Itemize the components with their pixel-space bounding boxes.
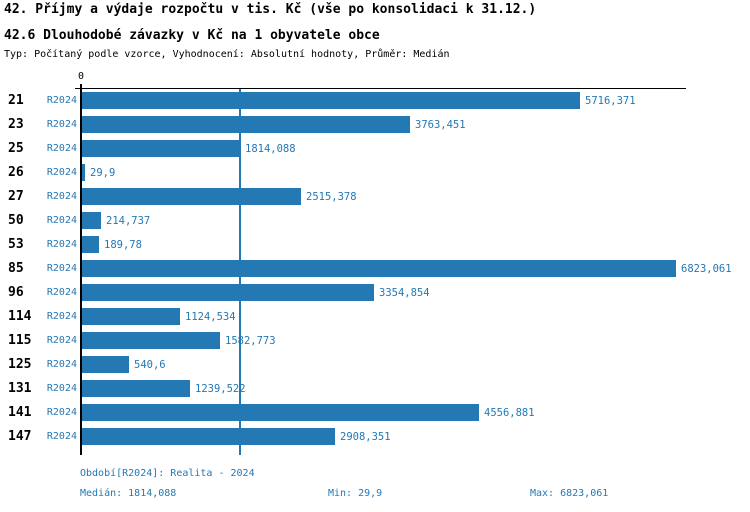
value-label: 3763,451: [415, 118, 466, 131]
value-label: 1239,522: [195, 383, 246, 396]
value-label: 2515,378: [306, 190, 357, 203]
category-label: 114: [8, 308, 32, 324]
value-label: 3354,854: [379, 286, 430, 299]
value-label: 540,6: [134, 359, 166, 372]
period-label: R2024: [46, 190, 77, 202]
bar-row: 141 R2024 4556,881: [0, 404, 750, 422]
category-label: 85: [8, 260, 24, 276]
value-label: 1582,773: [225, 335, 276, 347]
value-label: 29,9: [90, 166, 116, 179]
bar: [82, 307, 180, 325]
bar-row: 26 R2024 29,9: [0, 163, 750, 181]
value-label: 189,78: [104, 238, 142, 251]
bar: [82, 115, 410, 133]
bar-row: 131 R2024 1239,522: [0, 380, 750, 398]
bar-row: 125 R2024 540,6: [0, 356, 750, 374]
period-label: R2024: [46, 359, 77, 371]
category-label: 23: [8, 116, 24, 132]
bar-row: 147 R2024 2908,351: [0, 428, 750, 446]
y-axis-line: [80, 84, 82, 455]
value-label: 4556,881: [484, 407, 535, 420]
bar-row: 115 R2024 1582,773: [0, 332, 750, 349]
period-label: R2024: [46, 383, 77, 395]
bar: [82, 259, 676, 277]
bar: [82, 235, 99, 253]
category-label: 147: [8, 429, 32, 445]
footer-min-value: Min: 29,9: [328, 488, 383, 499]
plot-top-border-line: [75, 88, 686, 89]
footer-median-value: Medián: 1814,088: [80, 488, 177, 499]
category-label: 21: [8, 92, 24, 108]
period-label: R2024: [46, 166, 77, 178]
bar-row: 96 R2024 3354,854: [0, 283, 750, 301]
value-label: 1814,088: [245, 142, 296, 155]
category-label: 125: [8, 357, 32, 373]
bar: [82, 332, 220, 349]
bar-row: 27 R2024 2515,378: [0, 187, 750, 205]
bar: [82, 187, 301, 205]
period-label: R2024: [46, 431, 77, 443]
bar: [82, 163, 85, 181]
category-label: 53: [8, 236, 24, 252]
bar-row: 21 R2024 5716,371: [0, 91, 750, 109]
category-label: 141: [8, 405, 32, 421]
bar-row: 50 R2024 214,737: [0, 211, 750, 229]
period-label: R2024: [46, 142, 77, 154]
period-label: R2024: [46, 407, 77, 419]
bar: [82, 139, 240, 157]
chart-title-line2: 42.6 Dlouhodobé závazky v Kč na 1 obyvat…: [4, 28, 380, 43]
bar: [82, 404, 479, 422]
category-label: 25: [8, 140, 24, 156]
category-label: 50: [8, 212, 24, 228]
bar-row: 85 R2024 6823,061: [0, 259, 750, 277]
value-label: 5716,371: [585, 94, 636, 107]
period-label: R2024: [46, 238, 77, 250]
footer-period-info: Období[R2024]: Realita - 2024: [80, 468, 255, 479]
period-label: R2024: [46, 118, 77, 130]
bar: [82, 283, 374, 301]
chart-title-line1: 42. Příjmy a výdaje rozpočtu v tis. Kč (…: [4, 2, 537, 17]
period-label: R2024: [46, 94, 77, 106]
period-label: R2024: [46, 310, 77, 322]
bar: [82, 91, 580, 109]
bar: [82, 356, 129, 374]
category-label: 26: [8, 164, 24, 180]
category-label: 115: [8, 333, 32, 348]
value-label: 214,737: [106, 214, 151, 227]
x-axis-origin-tick-label: 0: [77, 71, 85, 82]
bar-row: 114 R2024 1124,534: [0, 307, 750, 325]
bar: [82, 428, 335, 446]
period-label: R2024: [46, 335, 77, 346]
bar-row: 25 R2024 1814,088: [0, 139, 750, 157]
value-label: 2908,351: [340, 431, 391, 444]
category-label: 96: [8, 284, 24, 300]
bar-row: 53 R2024 189,78: [0, 235, 750, 253]
bar: [82, 380, 190, 398]
footer-max-value: Max: 6823,061: [530, 488, 609, 499]
period-label: R2024: [46, 214, 77, 226]
category-label: 27: [8, 188, 24, 204]
bar: [82, 211, 101, 229]
period-label: R2024: [46, 262, 77, 274]
value-label: 6823,061: [681, 262, 732, 275]
bar-row: 23 R2024 3763,451: [0, 115, 750, 133]
category-label: 131: [8, 381, 32, 397]
chart-subtitle: Typ: Počítaný podle vzorce, Vyhodnocení:…: [4, 49, 450, 60]
value-label: 1124,534: [185, 310, 236, 323]
period-label: R2024: [46, 286, 77, 298]
